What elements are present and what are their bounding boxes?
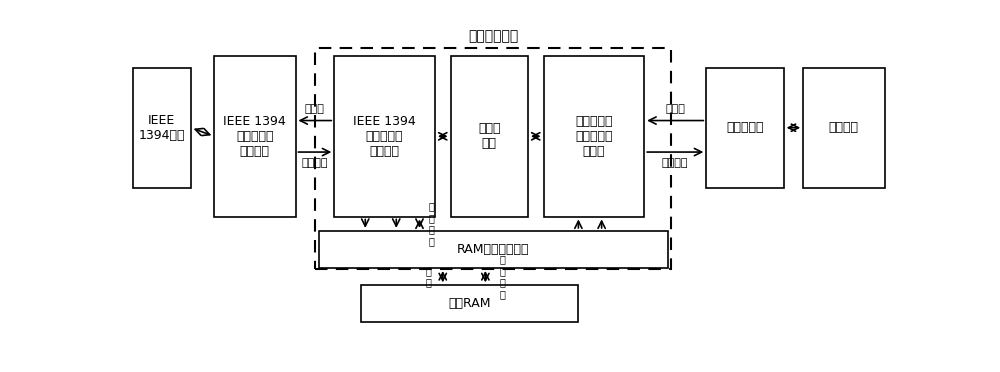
- Text: IEEE 1394
物理层和链
路层芯片: IEEE 1394 物理层和链 路层芯片: [223, 115, 286, 158]
- Bar: [214, 56, 296, 217]
- Bar: [803, 68, 885, 188]
- Bar: [319, 231, 668, 268]
- Text: IEEE
1394接口: IEEE 1394接口: [139, 114, 185, 142]
- Text: 光纤通道: 光纤通道: [829, 121, 859, 134]
- Text: 高速逻辑阵列: 高速逻辑阵列: [468, 29, 518, 43]
- Bar: [315, 48, 671, 269]
- Text: 总线调
度器: 总线调 度器: [478, 122, 501, 150]
- Text: 高速收发器: 高速收发器: [726, 121, 764, 134]
- Bar: [706, 68, 784, 188]
- Bar: [361, 285, 578, 323]
- Text: RAM读写控制模块: RAM读写控制模块: [457, 243, 529, 256]
- Text: IEEE 1394
协议处理与
读写控制: IEEE 1394 协议处理与 读写控制: [353, 115, 416, 158]
- Text: 数据包: 数据包: [305, 104, 325, 114]
- Text: 数
据: 数 据: [426, 266, 432, 288]
- Text: 数据包: 数据包: [665, 104, 685, 114]
- Bar: [450, 56, 528, 217]
- Text: 握手信号: 握手信号: [662, 158, 688, 169]
- Text: 握手信号: 握手信号: [302, 158, 328, 169]
- Text: 地
址
控
制: 地 址 控 制: [499, 254, 505, 299]
- Bar: [334, 56, 435, 217]
- Bar: [133, 68, 191, 188]
- Text: 时
钟
切
换: 时 钟 切 换: [429, 201, 435, 246]
- Text: 高速RAM: 高速RAM: [449, 297, 491, 310]
- Text: 智能总线协
议管理与读
写控制: 智能总线协 议管理与读 写控制: [575, 115, 613, 158]
- Bar: [544, 56, 644, 217]
